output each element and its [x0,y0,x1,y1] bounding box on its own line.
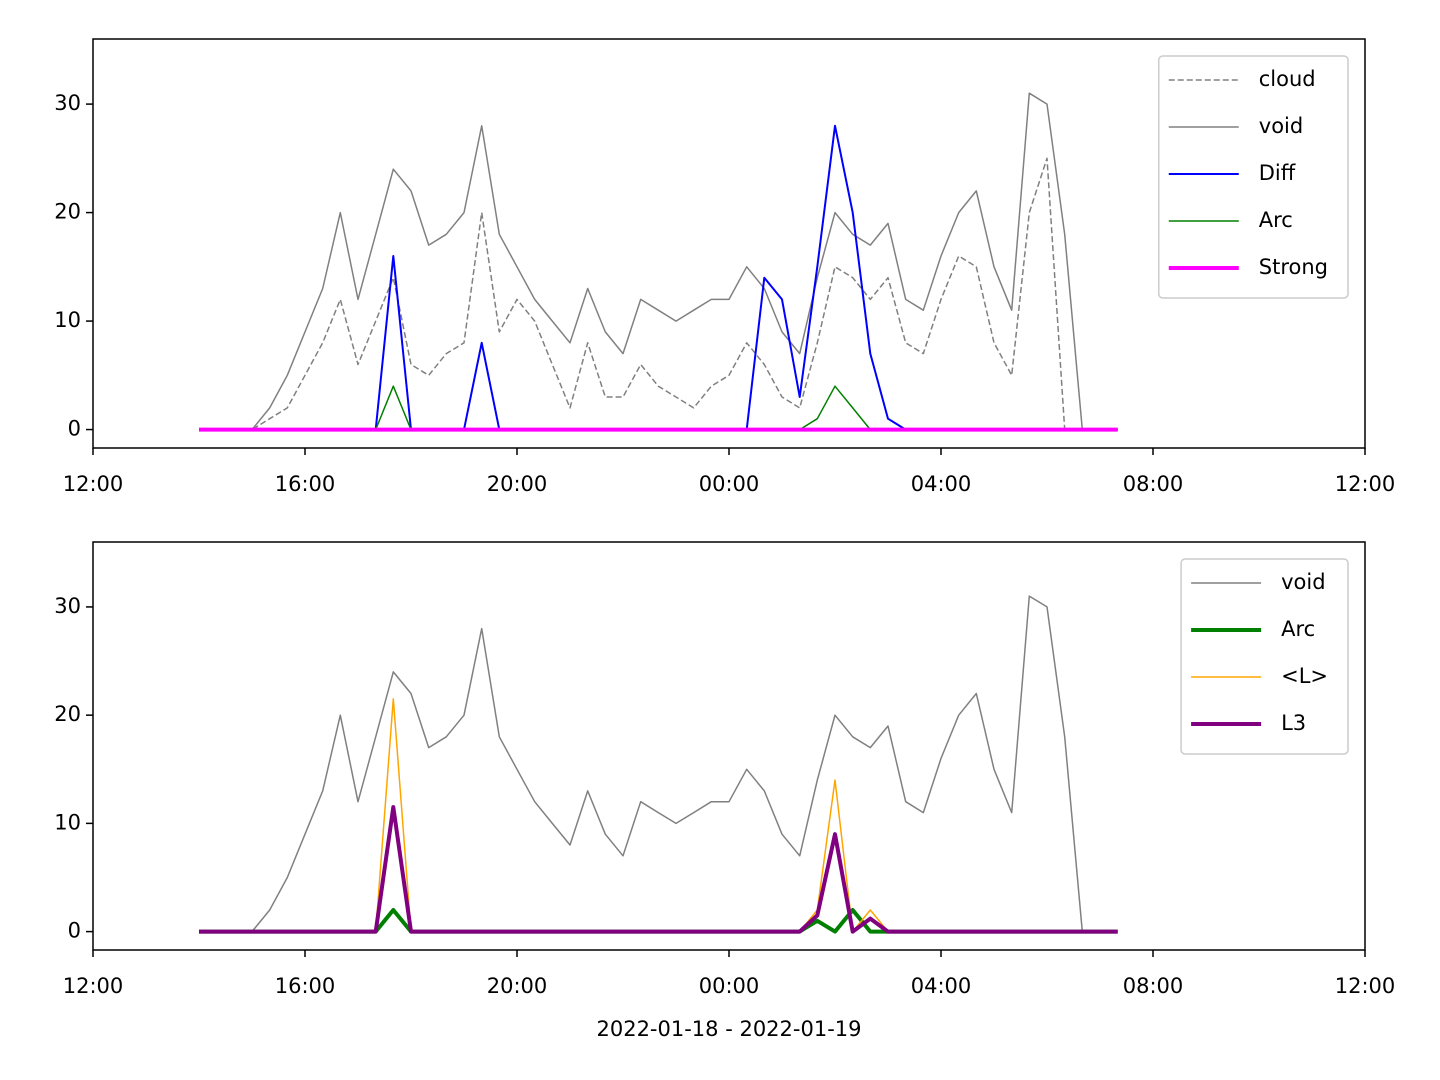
legend-label: cloud [1259,67,1316,91]
legend: cloud void Diff Arc Strong [1158,55,1349,299]
legend-label: L3 [1281,711,1306,735]
y-tick-label: 30 [54,91,81,115]
x-tick-label: 04:00 [911,974,972,998]
y-tick-label: 0 [68,919,81,943]
x-tick-label: 12:00 [1335,472,1396,496]
plot-area [93,39,1365,448]
x-tick-label: 12:00 [63,472,124,496]
legend-label: Strong [1259,255,1328,279]
x-tick-label: 08:00 [1123,472,1184,496]
plot-area [93,542,1365,950]
y-tick-label: 0 [68,417,81,441]
legend-label: Arc [1281,617,1315,641]
legend: void Arc <L> L3 [1180,558,1349,755]
x-tick-label: 00:00 [699,974,760,998]
legend-label: Diff [1259,161,1296,185]
legend-box [1180,558,1349,755]
y-tick-label: 20 [54,200,81,224]
legend-label: <L> [1281,664,1328,688]
legend-label: void [1259,114,1303,138]
series-line [199,92,1118,431]
y-tick-label: 10 [54,810,81,834]
series-line [199,157,1118,431]
legend-label: void [1281,570,1325,594]
x-tick-label: 04:00 [911,472,972,496]
y-tick-label: 10 [54,308,81,332]
x-tick-label: 12:00 [1335,974,1396,998]
x-tick-label: 16:00 [275,974,336,998]
x-tick-label: 08:00 [1123,974,1184,998]
y-tick-label: 20 [54,702,81,726]
legend-label: Arc [1259,208,1293,232]
legend-box [1158,55,1349,299]
x-axis-label: 2022-01-18 - 2022-01-19 [596,1017,861,1041]
series-line [199,595,1118,933]
x-tick-label: 20:00 [487,974,548,998]
x-tick-label: 20:00 [487,472,548,496]
x-tick-label: 16:00 [275,472,336,496]
y-tick-label: 30 [54,594,81,618]
series-line [199,805,1118,934]
x-tick-label: 12:00 [63,974,124,998]
x-tick-label: 00:00 [699,472,760,496]
